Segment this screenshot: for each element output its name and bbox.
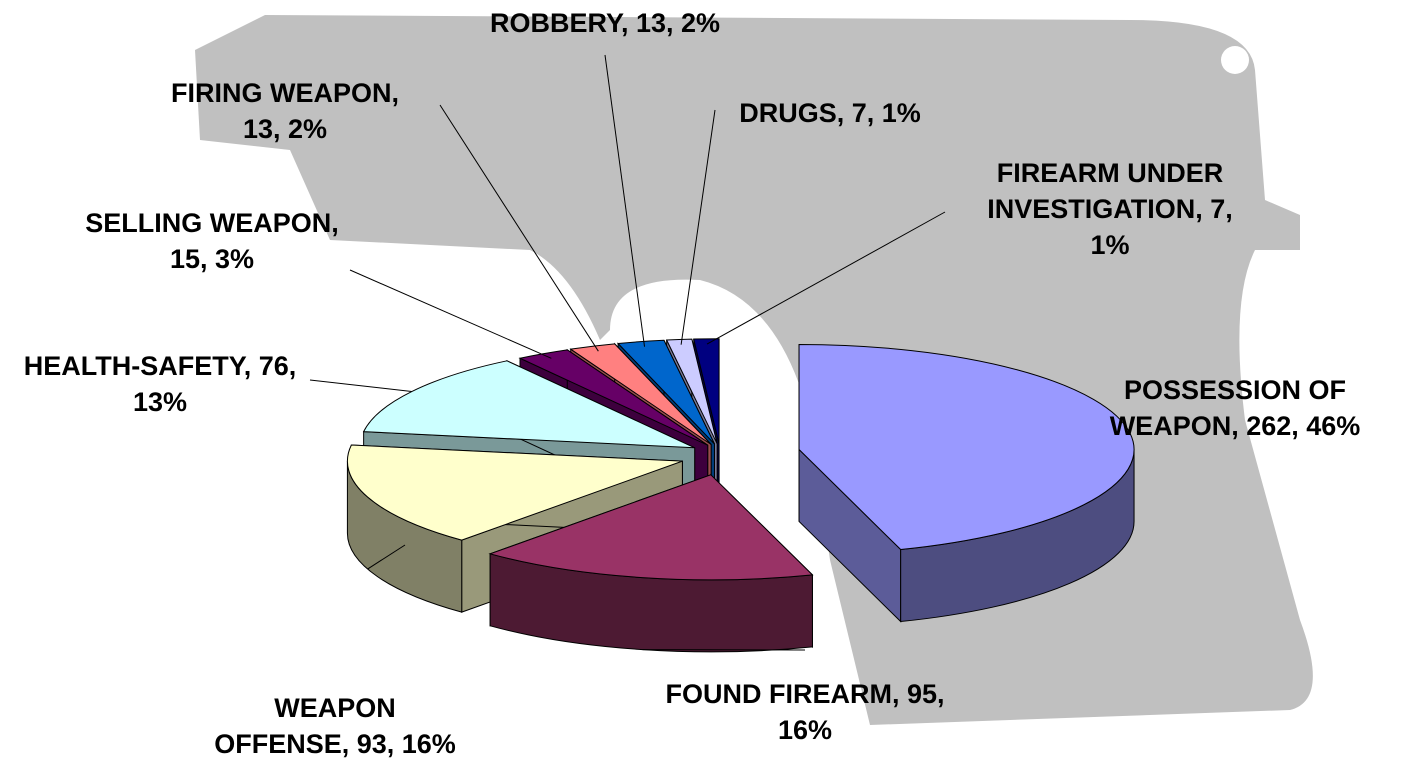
slice bbox=[665, 338, 718, 445]
pie bbox=[346, 338, 1135, 653]
slice bbox=[518, 349, 708, 446]
slice bbox=[362, 360, 695, 449]
slice bbox=[488, 474, 814, 581]
gun-hole bbox=[1221, 46, 1249, 74]
data-label: FOUND FIREARM, 95, 16% bbox=[665, 679, 945, 745]
leader-line bbox=[309, 379, 412, 393]
leader-line bbox=[680, 109, 716, 345]
leader-line bbox=[604, 54, 646, 347]
data-label: FIREARM UNDER INVESTIGATION, 7, 1% bbox=[987, 158, 1233, 260]
data-label: WEAPON OFFENSE, 93, 16% bbox=[214, 693, 456, 759]
slice bbox=[346, 444, 683, 541]
leader-line bbox=[706, 211, 946, 345]
leader-line bbox=[439, 104, 599, 352]
data-label: SELLING WEAPON, 15, 3% bbox=[85, 208, 339, 274]
leaders bbox=[309, 54, 946, 651]
leader-line bbox=[349, 269, 552, 359]
slice bbox=[569, 343, 712, 445]
data-label: DRUGS, 7, 1% bbox=[739, 98, 921, 128]
data-label: FIRING WEAPON, 13, 2% bbox=[171, 78, 399, 144]
slice bbox=[798, 343, 1135, 551]
slice bbox=[616, 339, 715, 445]
data-label: ROBBERY, 13, 2% bbox=[489, 8, 721, 38]
slice bbox=[693, 338, 720, 444]
data-label: HEALTH-SAFETY, 76, 13% bbox=[23, 351, 297, 417]
leader-line bbox=[367, 544, 406, 570]
data-label: POSSESSION OF WEAPON, 262, 46% bbox=[1109, 375, 1361, 441]
